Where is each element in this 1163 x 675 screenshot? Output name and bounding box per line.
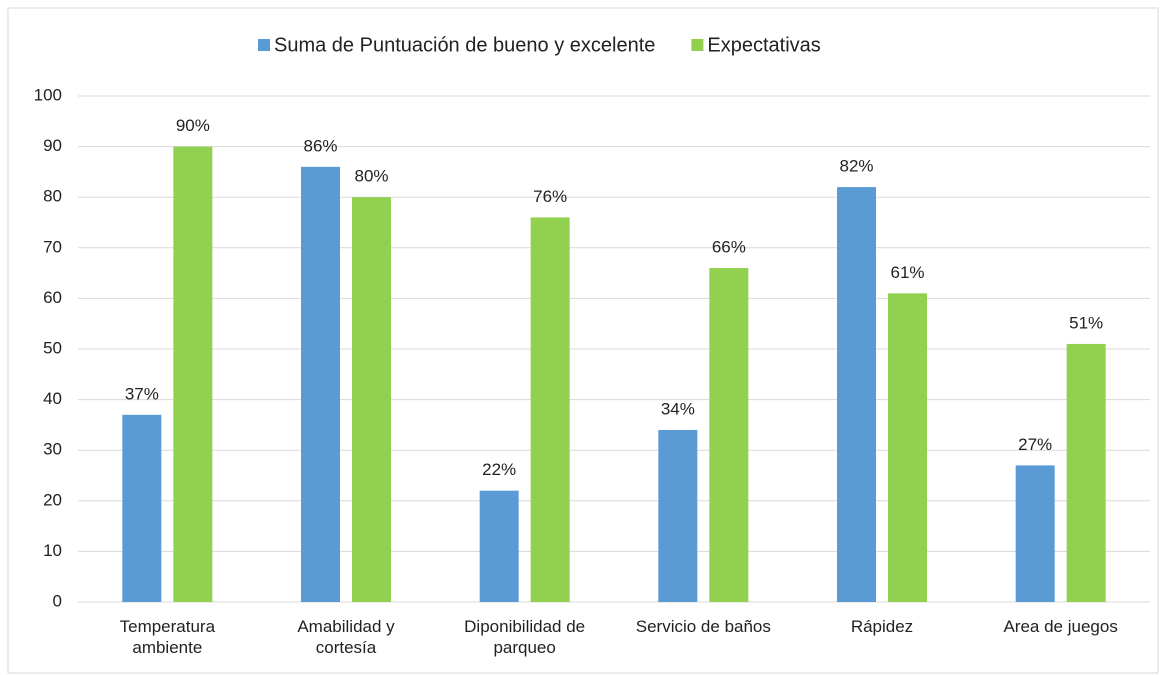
data-label: 86% bbox=[303, 136, 337, 155]
y-tick-label: 40 bbox=[43, 389, 62, 408]
data-label: 61% bbox=[890, 263, 924, 282]
legend-label: Expectativas bbox=[707, 34, 820, 56]
bar bbox=[1066, 343, 1106, 602]
y-tick-label: 20 bbox=[43, 490, 62, 509]
legend-swatch bbox=[258, 39, 270, 51]
data-label: 82% bbox=[839, 157, 873, 176]
y-tick-label: 70 bbox=[43, 237, 62, 256]
bar bbox=[479, 490, 519, 602]
x-tick-label: Rápidez bbox=[850, 617, 914, 636]
y-tick-label: 100 bbox=[34, 85, 62, 104]
y-tick-label: 90 bbox=[43, 136, 62, 155]
legend-swatch bbox=[691, 39, 704, 51]
data-label: 22% bbox=[482, 460, 516, 479]
data-label: 27% bbox=[1018, 435, 1052, 454]
legend-label: Suma de Puntuación de bueno y excelente bbox=[274, 34, 655, 56]
data-label: 51% bbox=[1069, 313, 1103, 332]
y-tick-label: 80 bbox=[43, 187, 62, 206]
y-tick-label: 30 bbox=[43, 440, 62, 459]
x-tick-label: Area de juegos bbox=[1003, 617, 1118, 636]
bar bbox=[530, 217, 570, 602]
data-label: 34% bbox=[661, 399, 695, 418]
x-tick-label: Diponibilidad de parqueo bbox=[464, 617, 586, 657]
x-tick-label: Servicio de baños bbox=[635, 617, 771, 636]
data-label: 37% bbox=[125, 384, 159, 403]
y-tick-label: 50 bbox=[43, 338, 62, 357]
y-tick-label: 60 bbox=[43, 288, 62, 307]
bar bbox=[658, 429, 698, 602]
bar bbox=[709, 268, 749, 602]
x-tick-label: Amabilidad y cortesía bbox=[297, 617, 395, 657]
data-label: 80% bbox=[354, 167, 388, 186]
bar bbox=[122, 414, 162, 602]
bar bbox=[837, 187, 876, 602]
bar bbox=[301, 166, 340, 602]
bar bbox=[173, 146, 213, 602]
x-tick-label: Temperatura ambiente bbox=[119, 617, 216, 657]
y-tick-label: 0 bbox=[53, 591, 62, 610]
bar bbox=[352, 197, 391, 602]
data-label: 76% bbox=[533, 187, 567, 206]
y-tick-label: 10 bbox=[43, 541, 62, 560]
data-label: 90% bbox=[176, 116, 210, 135]
data-label: 66% bbox=[712, 238, 746, 257]
bar bbox=[888, 293, 927, 602]
bar bbox=[1015, 465, 1055, 602]
